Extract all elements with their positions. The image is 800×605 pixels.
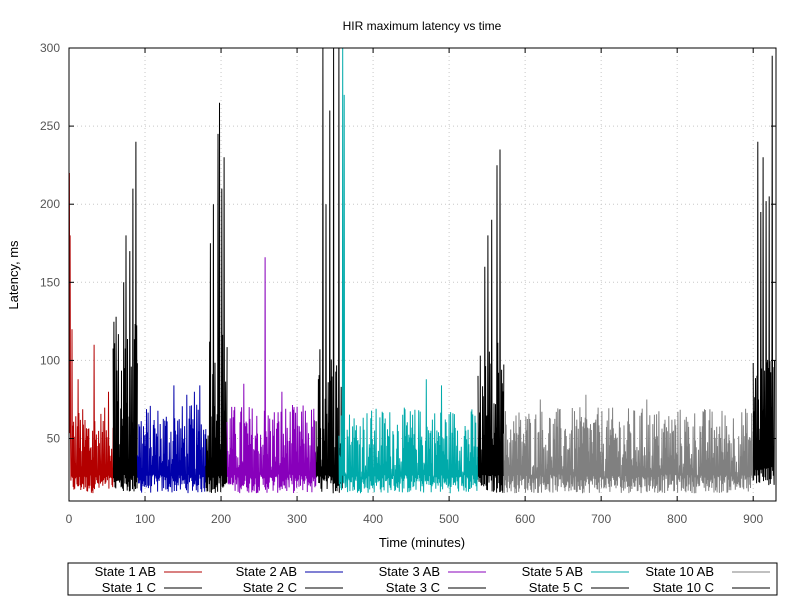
legend-label: State 2 C: [243, 580, 297, 595]
series-line-state-3-c: [315, 47, 344, 494]
x-axis-label: Time (minutes): [379, 535, 465, 550]
legend-label: State 1 C: [102, 580, 156, 595]
legend-label: State 3 AB: [379, 564, 440, 579]
y-axis-label: Latency, ms: [6, 240, 21, 310]
x-tick-label: 100: [135, 512, 155, 526]
series-line-state-1-ab: [68, 172, 114, 494]
x-tick-label: 600: [515, 512, 535, 526]
y-tick-label: 150: [40, 275, 60, 289]
x-tick-label: 700: [591, 512, 611, 526]
legend-label: State 10 AB: [645, 564, 714, 579]
legend-label: State 1 AB: [95, 564, 156, 579]
series-line-state-10-ab: [503, 394, 754, 494]
series-line-state-2-c: [205, 102, 228, 493]
y-tick-label: 50: [47, 432, 61, 446]
series-line-state-2-ab: [136, 385, 207, 494]
series-line-state-3-ab: [226, 257, 317, 494]
series-line-state-10-c: [752, 55, 775, 486]
legend-label: State 3 C: [386, 580, 440, 595]
plot-frame: [68, 47, 777, 502]
legend-label: State 5 C: [529, 580, 583, 595]
x-tick-label: 300: [287, 512, 307, 526]
series-line-state-5-ab: [338, 47, 479, 494]
x-tick-label: 500: [439, 512, 459, 526]
y-tick-label: 300: [40, 41, 60, 55]
series-line-state-1-c: [112, 141, 138, 492]
x-tick-label: 200: [211, 512, 231, 526]
chart-title: HIR maximum latency vs time: [343, 19, 502, 33]
legend-box: [67, 562, 778, 596]
legend-label: State 10 C: [653, 580, 714, 595]
legend-label: State 5 AB: [522, 564, 583, 579]
y-tick-label: 100: [40, 353, 60, 367]
x-tick-label: 0: [66, 512, 73, 526]
x-tick-label: 400: [363, 512, 383, 526]
y-tick-label: 200: [40, 197, 60, 211]
data-layer: [68, 47, 775, 494]
x-tick-label: 800: [667, 512, 687, 526]
legend-label: State 2 AB: [236, 564, 297, 579]
x-tick-label: 900: [743, 512, 763, 526]
series-line-state-5-c: [477, 149, 505, 493]
tick-layer: 0 100 200 300 400 500 600 700 800 900 50 100 150 200 2…: [40, 41, 776, 526]
y-tick-label: 250: [40, 119, 60, 133]
